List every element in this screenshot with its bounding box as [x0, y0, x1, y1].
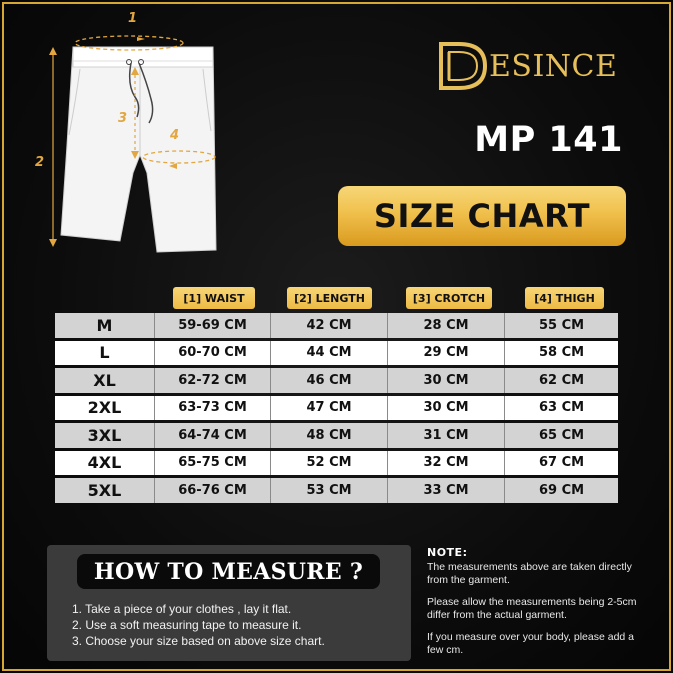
note-paragraph: Please allow the measurements being 2-5c… — [427, 596, 637, 621]
thigh-cell: 58 CM — [538, 345, 585, 361]
thigh-cell: 63 CM — [538, 400, 585, 416]
note-paragraph: The measurements above are taken directl… — [427, 561, 632, 586]
table-body: M 59-69 CM 42 CM 28 CM 55 CM L 60-70 CM … — [55, 313, 618, 503]
crotch-cell: 30 CM — [388, 368, 505, 393]
size-cell: 5XL — [55, 478, 155, 503]
thigh-cell: 62 CM — [538, 372, 585, 388]
crotch-cell: 29 CM — [388, 340, 505, 365]
length-cell: 46 CM — [271, 368, 388, 393]
thigh-cell: 69 CM — [538, 482, 585, 498]
shorts-illustration: 1 2 3 4 — [25, 5, 225, 265]
measure-marker-1: 1 — [128, 11, 138, 26]
size-cell: XL — [55, 368, 155, 393]
size-cell: 2XL — [55, 395, 155, 420]
length-cell: 52 CM — [271, 450, 388, 475]
table-row: L 60-70 CM 44 CM 29 CM 58 CM — [55, 340, 618, 365]
size-cell: 3XL — [55, 423, 155, 448]
table-row: 4XL 65-75 CM 52 CM 32 CM 67 CM — [55, 450, 618, 475]
note-paragraph: If you measure over your body, please ad… — [427, 631, 635, 656]
table-row: M 59-69 CM 42 CM 28 CM 55 CM — [55, 313, 618, 338]
table-row: 2XL 63-73 CM 47 CM 30 CM 63 CM — [55, 395, 618, 420]
header-thigh: [4] THIGH — [525, 287, 604, 309]
crotch-cell: 28 CM — [388, 313, 505, 338]
length-cell: 53 CM — [271, 478, 388, 503]
table-row: XL 62-72 CM 46 CM 30 CM 62 CM — [55, 368, 618, 393]
header-length: [2] LENGTH — [287, 287, 372, 309]
waist-cell: 60-70 CM — [155, 340, 271, 365]
header-crotch: [3] CROTCH — [406, 287, 492, 309]
shorts-drawing — [49, 35, 217, 253]
note-section: NOTE: The measurements above are taken d… — [427, 546, 642, 657]
thigh-cell: 67 CM — [538, 455, 585, 471]
thigh-cell: 55 CM — [538, 317, 585, 333]
waist-cell: 65-75 CM — [155, 450, 271, 475]
crotch-cell: 32 CM — [388, 450, 505, 475]
table-row: 3XL 64-74 CM 48 CM 31 CM 65 CM — [55, 423, 618, 448]
length-cell: 42 CM — [271, 313, 388, 338]
how-to-measure-panel: HOW TO MEASURE ? 1. Take a piece of your… — [47, 545, 411, 661]
table-row: 5XL 66-76 CM 53 CM 33 CM 69 CM — [55, 478, 618, 503]
waist-cell: 64-74 CM — [155, 423, 271, 448]
waist-cell: 66-76 CM — [155, 478, 271, 503]
crotch-cell: 33 CM — [388, 478, 505, 503]
size-cell: M — [55, 313, 155, 338]
measure-marker-3: 3 — [118, 111, 128, 126]
step-item: 2. Use a soft measuring tape to measure … — [72, 618, 302, 632]
length-cell: 48 CM — [271, 423, 388, 448]
crotch-cell: 30 CM — [388, 395, 505, 420]
size-cell: L — [55, 340, 155, 365]
thigh-cell: 65 CM — [538, 427, 585, 443]
waist-cell: 62-72 CM — [155, 368, 271, 393]
measure-marker-2: 2 — [35, 155, 45, 170]
crotch-cell: 31 CM — [388, 423, 505, 448]
how-to-measure-steps: 1. Take a piece of your clothes , lay it… — [72, 601, 407, 649]
size-chart-title: SIZE CHART — [338, 186, 626, 246]
step-item: 1. Take a piece of your clothes , lay it… — [72, 602, 292, 616]
length-cell: 47 CM — [271, 395, 388, 420]
brand-name: ESINCE — [489, 49, 618, 84]
length-cell: 44 CM — [271, 340, 388, 365]
how-to-measure-title: HOW TO MEASURE ? — [77, 554, 380, 589]
model-number: MP 141 — [474, 120, 623, 160]
brand-logo-mark — [439, 42, 488, 90]
header-waist: [1] WAIST — [173, 287, 255, 309]
size-cell: 4XL — [55, 450, 155, 475]
measure-marker-4: 4 — [170, 128, 180, 143]
note-title: NOTE: — [427, 546, 468, 559]
table-header: [1] WAIST [2] LENGTH [3] CROTCH [4] THIG… — [55, 287, 618, 310]
step-item: 3. Choose your size based on above size … — [72, 634, 325, 648]
brand-logo: ESINCE — [437, 40, 637, 92]
waist-cell: 59-69 CM — [155, 313, 271, 338]
size-table: [1] WAIST [2] LENGTH [3] CROTCH [4] THIG… — [55, 287, 618, 503]
waist-cell: 63-73 CM — [155, 395, 271, 420]
